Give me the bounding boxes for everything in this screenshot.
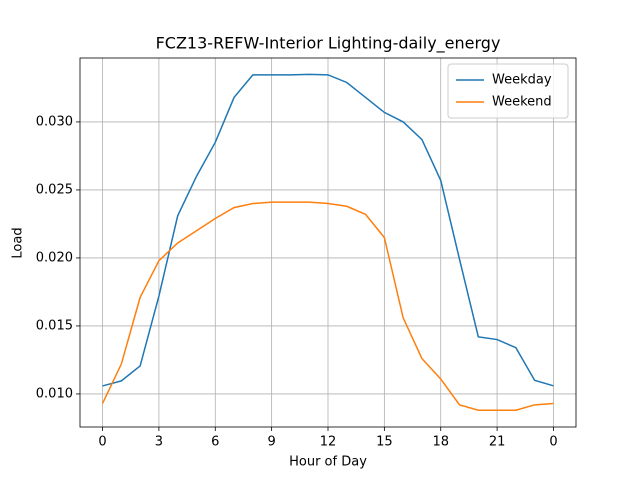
legend-box: [447, 63, 569, 119]
y-tick-label: 0.025: [36, 182, 73, 197]
x-tick-label: 0: [98, 435, 106, 450]
x-tick-label: 6: [211, 435, 219, 450]
y-tick-label: 0.015: [36, 318, 73, 333]
x-tick-label: 18: [432, 435, 449, 450]
legend-label: Weekend: [492, 95, 552, 110]
x-tick-label: 21: [489, 435, 506, 450]
series-line: [102, 73, 554, 387]
x-axis-label: Hour of Day: [289, 455, 367, 470]
y-axis-label: Load: [11, 227, 26, 258]
y-tick-label: 0.030: [36, 114, 73, 129]
x-tick-label: 0: [549, 435, 557, 450]
chart-title: FCZ13-REFW-Interior Lighting-daily_energ…: [156, 34, 501, 54]
x-tick-label: 12: [320, 435, 337, 450]
x-tick-label: 15: [376, 435, 393, 450]
y-tick-label: 0.010: [36, 386, 73, 401]
series-line: [101, 201, 554, 412]
x-tick-label: 9: [267, 435, 275, 450]
y-tick-label: 0.020: [36, 250, 73, 265]
legend-label: Weekday: [492, 73, 552, 88]
plot-frame: [79, 57, 577, 428]
x-tick-label: 3: [155, 435, 163, 450]
